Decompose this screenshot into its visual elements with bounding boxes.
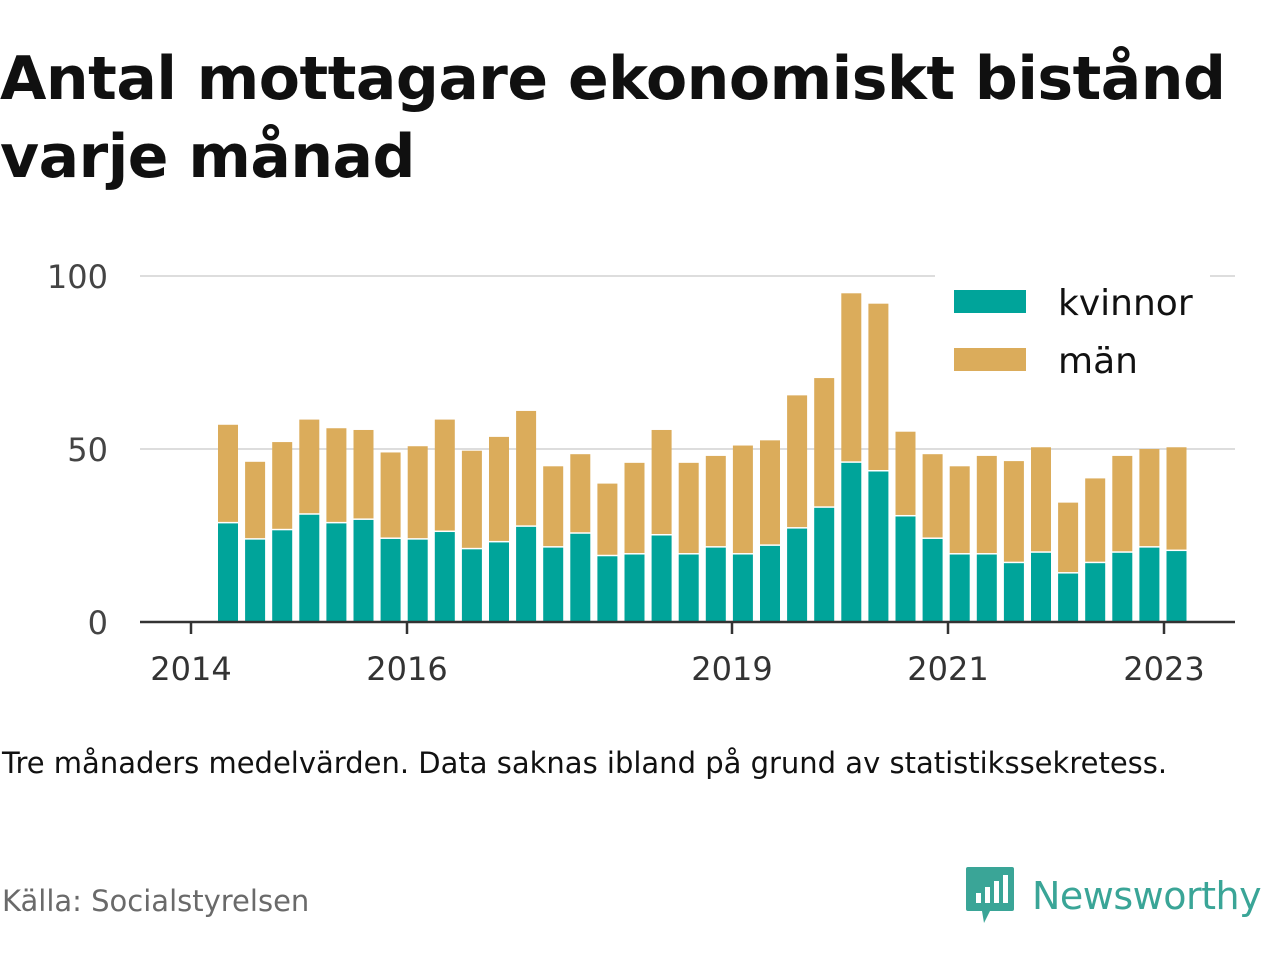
bar-man-2014-Q4 bbox=[272, 442, 293, 529]
bar-man-2016-Q1 bbox=[407, 446, 428, 539]
bar-kvinnor-2017-Q3 bbox=[570, 533, 591, 622]
bar-kvinnor-2018-Q1 bbox=[624, 554, 645, 622]
bar-kvinnor-2019-Q2 bbox=[760, 545, 780, 622]
bar-man-2015-Q4 bbox=[380, 452, 401, 538]
bar-kvinnor-2022-Q1 bbox=[1058, 573, 1079, 622]
bar-kvinnor-2016-Q1 bbox=[407, 539, 428, 622]
bar-kvinnor-2017-Q4 bbox=[597, 556, 618, 622]
bar-kvinnor-2015-Q3 bbox=[353, 519, 374, 622]
bars bbox=[218, 293, 1187, 622]
bar-kvinnor-2022-Q2 bbox=[1085, 563, 1106, 622]
bar-man-2021-Q3 bbox=[1003, 461, 1024, 562]
bar-man-2014-Q3 bbox=[245, 461, 266, 539]
bar-man-2021-Q2 bbox=[976, 455, 997, 554]
bar-man-2015-Q1 bbox=[299, 419, 320, 514]
bar-kvinnor-2014-Q2 bbox=[218, 523, 238, 622]
bar-man-2020-Q3 bbox=[895, 431, 916, 515]
bar-kvinnor-2018-Q4 bbox=[705, 547, 726, 622]
bar-kvinnor-2020-Q3 bbox=[895, 516, 916, 622]
x-axis: 2014 2016 2019 2021 2023 bbox=[140, 620, 1235, 688]
bar-kvinnor-2019-Q4 bbox=[814, 507, 835, 622]
chart-note: Tre månaders medelvärden. Data saknas ib… bbox=[2, 746, 1168, 780]
bar-kvinnor-2021-Q4 bbox=[1031, 552, 1051, 622]
bar-man-2015-Q2 bbox=[326, 428, 347, 522]
bar-man-2022-Q2 bbox=[1085, 478, 1106, 562]
legend-swatch-man bbox=[954, 348, 1026, 371]
brand-name: Newsworthy bbox=[1032, 874, 1262, 918]
bar-kvinnor-2018-Q2 bbox=[651, 535, 672, 622]
bar-kvinnor-2020-Q1 bbox=[841, 462, 862, 622]
bar-man-2021-Q1 bbox=[949, 466, 970, 554]
bar-man-2020-Q4 bbox=[922, 454, 943, 538]
bar-kvinnor-2020-Q2 bbox=[868, 471, 889, 622]
bar-man-2023-Q1 bbox=[1166, 447, 1187, 550]
bar-chart-speech-bubble-icon bbox=[966, 867, 1014, 923]
bar-kvinnor-2023-Q1 bbox=[1166, 551, 1187, 622]
bar-man-2020-Q2 bbox=[868, 303, 889, 470]
bar-man-2022-Q1 bbox=[1058, 502, 1079, 573]
legend: kvinnor män bbox=[935, 270, 1210, 390]
bar-man-2016-Q3 bbox=[461, 450, 482, 548]
bar-man-2020-Q1 bbox=[841, 293, 862, 462]
bar-kvinnor-2022-Q4 bbox=[1139, 547, 1160, 622]
x-tick-label: 2016 bbox=[366, 650, 447, 688]
legend-label-man: män bbox=[1058, 341, 1138, 382]
bar-man-2017-Q1 bbox=[516, 410, 537, 526]
bar-man-2018-Q4 bbox=[705, 455, 726, 547]
bar-man-2018-Q3 bbox=[678, 462, 699, 554]
bar-kvinnor-2016-Q4 bbox=[489, 542, 509, 622]
bar-kvinnor-2015-Q1 bbox=[299, 514, 320, 622]
source-text: Källa: Socialstyrelsen bbox=[2, 884, 310, 918]
bar-kvinnor-2015-Q4 bbox=[380, 538, 401, 622]
x-tick-label: 2014 bbox=[150, 650, 231, 688]
bar-man-2022-Q3 bbox=[1112, 455, 1133, 552]
stacked-bar-chart: 0 50 100 2014 2016 2019 2021 2023 kvinnor män bbox=[47, 258, 1235, 688]
bar-man-2017-Q2 bbox=[543, 466, 564, 547]
bar-man-2014-Q2 bbox=[218, 424, 238, 522]
legend-label-kvinnor: kvinnor bbox=[1058, 283, 1193, 324]
bar-man-2016-Q2 bbox=[434, 419, 455, 531]
y-tick-label: 0 bbox=[88, 604, 108, 642]
bar-kvinnor-2016-Q2 bbox=[434, 532, 455, 622]
bar-man-2021-Q4 bbox=[1031, 447, 1051, 552]
bar-kvinnor-2017-Q1 bbox=[516, 526, 537, 622]
x-tick-label: 2019 bbox=[691, 650, 772, 688]
y-tick-label: 50 bbox=[67, 431, 108, 469]
bar-man-2019-Q1 bbox=[732, 445, 753, 554]
bar-man-2016-Q4 bbox=[489, 436, 509, 541]
bar-man-2018-Q1 bbox=[624, 462, 645, 554]
bar-kvinnor-2014-Q4 bbox=[272, 530, 293, 622]
x-tick-label: 2023 bbox=[1123, 650, 1204, 688]
bar-kvinnor-2019-Q1 bbox=[732, 554, 753, 622]
chart-title: Antal mottagare ekonomiskt bistånd varje… bbox=[0, 44, 1226, 192]
bar-man-2017-Q3 bbox=[570, 454, 591, 533]
bar-man-2015-Q3 bbox=[353, 429, 374, 519]
bar-man-2022-Q4 bbox=[1139, 449, 1160, 547]
bar-kvinnor-2018-Q3 bbox=[678, 554, 699, 622]
bar-kvinnor-2021-Q2 bbox=[976, 554, 997, 622]
bar-kvinnor-2021-Q1 bbox=[949, 554, 970, 622]
bar-kvinnor-2019-Q3 bbox=[787, 528, 808, 622]
y-axis-ticks: 0 50 100 bbox=[47, 258, 108, 642]
bar-kvinnor-2021-Q3 bbox=[1003, 563, 1024, 622]
bar-kvinnor-2022-Q3 bbox=[1112, 552, 1133, 622]
brand-logo[interactable]: Newsworthy bbox=[964, 864, 1262, 928]
bar-kvinnor-2020-Q4 bbox=[922, 538, 943, 622]
bar-kvinnor-2017-Q2 bbox=[543, 547, 564, 622]
x-tick-label: 2021 bbox=[907, 650, 988, 688]
bar-kvinnor-2016-Q3 bbox=[461, 549, 482, 622]
bar-man-2018-Q2 bbox=[651, 429, 672, 534]
bar-man-2019-Q2 bbox=[760, 440, 780, 545]
bar-man-2019-Q4 bbox=[814, 378, 835, 507]
y-tick-label: 100 bbox=[47, 258, 108, 296]
bar-kvinnor-2015-Q2 bbox=[326, 523, 347, 622]
bar-man-2019-Q3 bbox=[787, 395, 808, 528]
legend-swatch-kvinnor bbox=[954, 290, 1026, 313]
bar-kvinnor-2014-Q3 bbox=[245, 539, 266, 622]
bar-man-2017-Q4 bbox=[597, 483, 618, 555]
